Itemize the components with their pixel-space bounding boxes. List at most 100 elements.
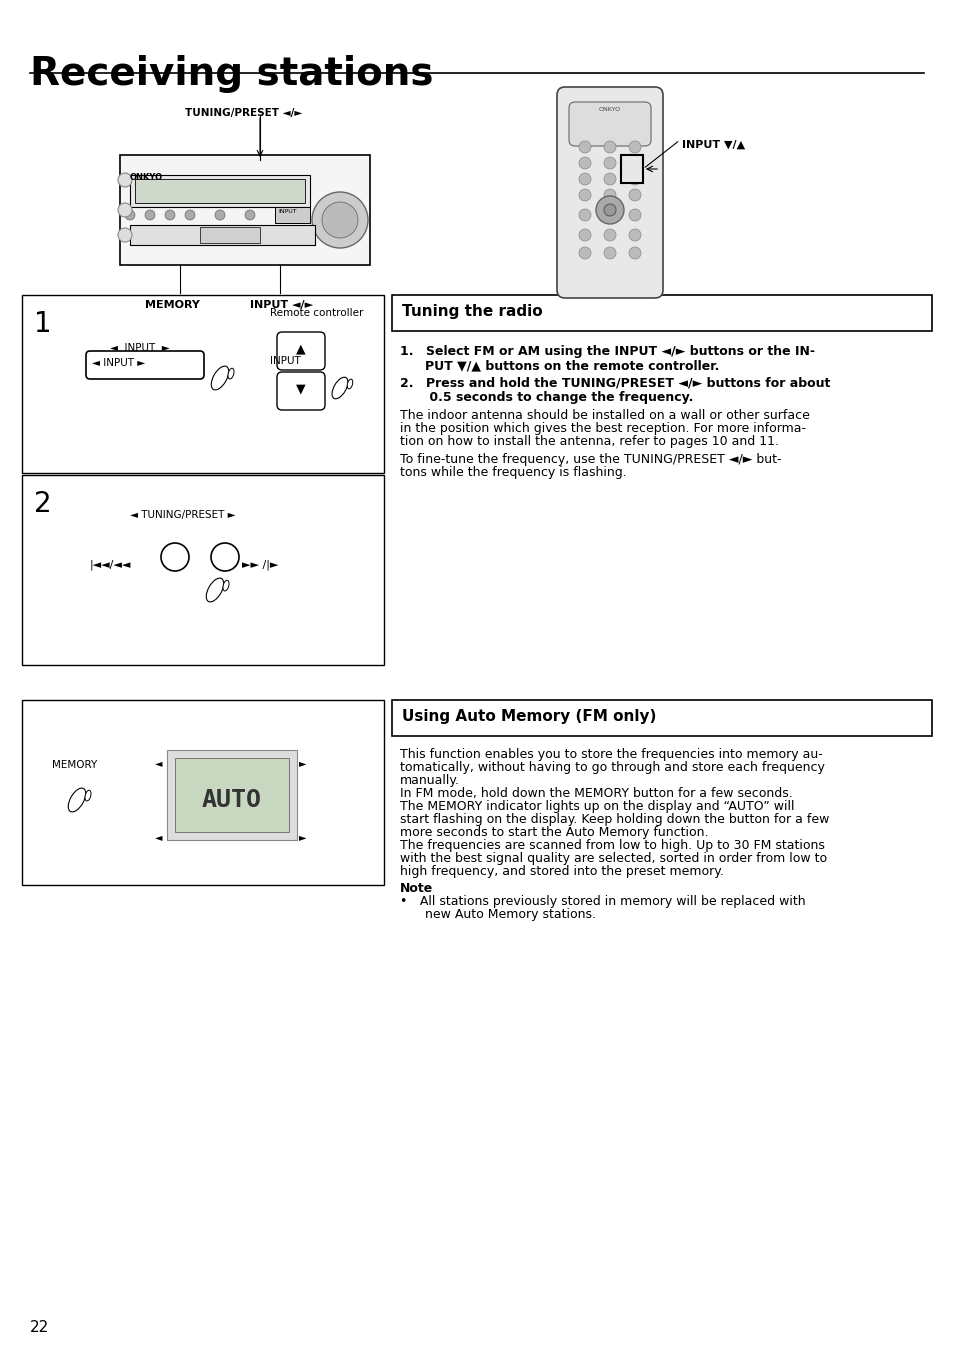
Text: INPUT: INPUT [277,209,296,213]
Ellipse shape [69,788,86,812]
Text: In FM mode, hold down the MEMORY button for a few seconds.: In FM mode, hold down the MEMORY button … [399,788,792,800]
FancyBboxPatch shape [276,372,325,409]
Circle shape [603,204,616,216]
Circle shape [214,209,225,220]
Circle shape [628,141,640,153]
Text: The indoor antenna should be installed on a wall or other surface: The indoor antenna should be installed o… [399,409,809,422]
Bar [167,750,296,840]
Circle shape [596,196,623,224]
Text: new Auto Memory stations.: new Auto Memory stations. [399,908,596,921]
Text: ONKYO: ONKYO [130,173,163,182]
FancyBboxPatch shape [86,351,204,380]
Ellipse shape [85,790,91,801]
Circle shape [578,157,590,169]
Text: To fine-tune the frequency, use the TUNING/PRESET ◄/► but-: To fine-tune the frequency, use the TUNI… [399,453,781,466]
FancyBboxPatch shape [276,332,325,370]
Text: ▼: ▼ [295,382,306,394]
Bar [620,155,642,182]
Text: PUT ▼/▲ buttons on the remote controller.: PUT ▼/▲ buttons on the remote controller… [399,359,719,372]
Text: AUTO: AUTO [202,788,262,812]
Circle shape [603,209,616,222]
Text: TUNING/PRESET ◄/►: TUNING/PRESET ◄/► [185,108,302,118]
Text: 1: 1 [34,309,51,338]
Bar [22,700,384,885]
Text: ►: ► [298,832,306,842]
Circle shape [118,228,132,242]
Circle shape [211,543,239,571]
Circle shape [165,209,174,220]
Circle shape [603,230,616,240]
Circle shape [603,189,616,201]
Bar [392,700,931,736]
Bar [22,295,384,473]
Circle shape [578,247,590,259]
Circle shape [578,230,590,240]
Text: tion on how to install the antenna, refer to pages 10 and 11.: tion on how to install the antenna, refe… [399,435,779,449]
Text: Receiving stations: Receiving stations [30,55,433,93]
Text: ◄  INPUT  ►: ◄ INPUT ► [110,343,170,353]
Circle shape [628,230,640,240]
Circle shape [312,192,368,249]
FancyBboxPatch shape [568,101,650,146]
Circle shape [578,173,590,185]
Bar [120,155,370,265]
Text: tons while the frequency is flashing.: tons while the frequency is flashing. [399,466,626,480]
Circle shape [161,543,189,571]
Ellipse shape [347,380,353,389]
Circle shape [628,209,640,222]
Text: 2: 2 [34,490,51,517]
Circle shape [118,173,132,186]
Text: Note: Note [399,882,433,894]
Text: ▲: ▲ [295,342,306,355]
Circle shape [185,209,194,220]
Text: ►: ► [298,758,306,767]
Bar [174,758,289,832]
Text: ◄ INPUT ►: ◄ INPUT ► [91,358,145,367]
Circle shape [628,189,640,201]
Text: tomatically, without having to go through and store each frequency: tomatically, without having to go throug… [399,761,824,774]
Text: manually.: manually. [399,774,459,788]
Ellipse shape [211,366,229,390]
Bar [135,178,305,203]
Text: 2. Press and hold the TUNING/PRESET ◄/► buttons for about: 2. Press and hold the TUNING/PRESET ◄/► … [399,377,829,390]
Circle shape [628,247,640,259]
Text: Tuning the radio: Tuning the radio [401,304,542,319]
Circle shape [603,247,616,259]
Text: more seconds to start the Auto Memory function.: more seconds to start the Auto Memory fu… [399,825,708,839]
Text: INPUT ◄/►: INPUT ◄/► [250,300,313,309]
Ellipse shape [228,369,233,380]
Text: INPUT ▼/▲: INPUT ▼/▲ [681,141,744,150]
Bar [22,476,384,665]
Circle shape [578,189,590,201]
Text: ONKYO: ONKYO [598,107,620,112]
Ellipse shape [223,580,229,590]
Text: in the position which gives the best reception. For more informa-: in the position which gives the best rec… [399,422,805,435]
Text: ◄: ◄ [154,832,162,842]
Text: • All stations previously stored in memory will be replaced with: • All stations previously stored in memo… [399,894,804,908]
Text: |◄◄/◄◄: |◄◄/◄◄ [90,561,132,570]
Ellipse shape [206,578,224,603]
Circle shape [118,203,132,218]
Circle shape [578,209,590,222]
Text: INPUT: INPUT [270,357,300,366]
Text: 22: 22 [30,1320,50,1335]
Ellipse shape [332,377,348,399]
Circle shape [578,141,590,153]
Circle shape [603,141,616,153]
Bar [274,207,310,223]
Text: ►► /|►: ►► /|► [242,561,278,570]
Text: The frequencies are scanned from low to high. Up to 30 FM stations: The frequencies are scanned from low to … [399,839,824,852]
Text: This function enables you to store the frequencies into memory au-: This function enables you to store the f… [399,748,821,761]
Text: 0.5 seconds to change the frequency.: 0.5 seconds to change the frequency. [399,390,693,404]
Circle shape [628,173,640,185]
Text: ◄ TUNING/PRESET ►: ◄ TUNING/PRESET ► [130,509,235,520]
Circle shape [125,209,135,220]
Circle shape [245,209,254,220]
Circle shape [628,157,640,169]
Bar [200,227,260,243]
Text: Remote controller: Remote controller [270,308,363,317]
Bar [130,226,314,245]
Text: The MEMORY indicator lights up on the display and “AUTO” will: The MEMORY indicator lights up on the di… [399,800,794,813]
Circle shape [145,209,154,220]
Circle shape [322,203,357,238]
